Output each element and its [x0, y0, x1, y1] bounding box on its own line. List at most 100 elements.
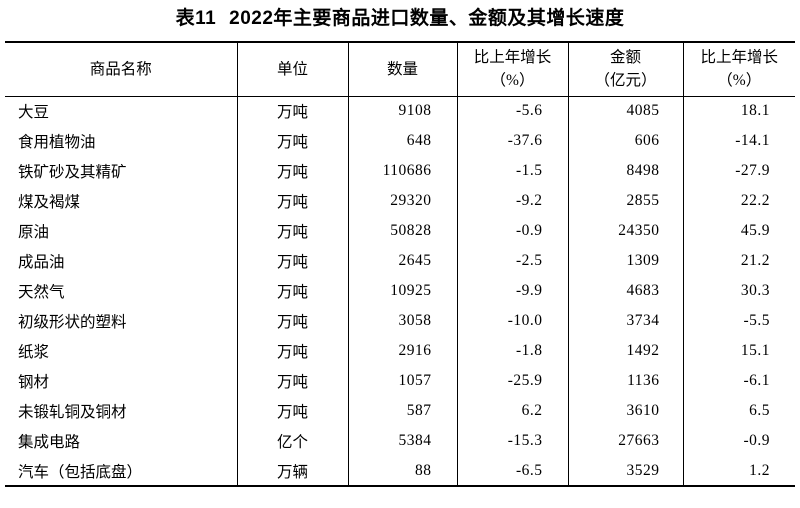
cell-amount: 4683 — [567, 276, 683, 306]
header-quantity-growth: 比上年增长 （%） — [456, 42, 568, 97]
cell-quantity-growth: -1.5 — [456, 156, 568, 186]
table-row: 天然气 万吨 10925 -9.9 4683 30.3 — [5, 276, 795, 306]
cell-amount-growth: 15.1 — [682, 336, 795, 366]
cell-amount: 606 — [567, 126, 683, 156]
cell-quantity-growth: -10.0 — [456, 306, 568, 336]
cell-unit: 万吨 — [236, 366, 348, 396]
header-row: 商品名称 单位 数量 比上年增长 （%） 金额 （亿元） 比上年增长 — [5, 42, 795, 97]
cell-amount: 1136 — [567, 366, 683, 396]
cell-commodity-name: 钢材 — [18, 374, 50, 391]
cell-amount-growth: -14.1 — [682, 126, 795, 156]
cell-quantity: 50828 — [347, 216, 457, 246]
header-line: 商品名称 — [89, 60, 152, 78]
table-row: 初级形状的塑料 万吨 3058 -10.0 3734 -5.5 — [5, 306, 795, 336]
table-row: 集成电路 亿个 5384 -15.3 27663 -0.9 — [5, 426, 795, 456]
cell-quantity: 88 — [347, 456, 457, 486]
table-row: 煤及褐煤 万吨 29320 -9.2 2855 22.2 — [5, 186, 795, 216]
header-line: 数量 — [386, 60, 418, 78]
header-line: （%） — [490, 72, 535, 90]
cell-unit: 万吨 — [236, 186, 348, 216]
cell-quantity-growth: -9.9 — [456, 276, 568, 306]
table-row: 钢材 万吨 1057 -25.9 1136 -6.1 — [5, 366, 795, 396]
table-row: 大豆 万吨 9108 -5.6 4085 18.1 — [5, 96, 795, 126]
cell-amount-growth: -5.5 — [682, 306, 795, 336]
table-body: 大豆 万吨 9108 -5.6 4085 18.1 食用植物油 万吨 648 -… — [5, 96, 795, 486]
header-amount: 金额 （亿元） — [567, 42, 683, 97]
table-title: 表11 2022年主要商品进口数量、金额及其增长速度 — [0, 0, 800, 32]
cell-quantity-growth: -9.2 — [456, 186, 568, 216]
cell-unit: 万吨 — [236, 276, 348, 306]
cell-amount-growth: 21.2 — [682, 246, 795, 276]
cell-quantity: 110686 — [347, 156, 457, 186]
import-commodities-table: 商品名称 单位 数量 比上年增长 （%） 金额 （亿元） 比上年增长 — [5, 41, 795, 487]
cell-amount: 2855 — [567, 186, 683, 216]
cell-commodity-name: 大豆 — [18, 104, 50, 122]
cell-unit: 万吨 — [236, 396, 348, 426]
table-row: 成品油 万吨 2645 -2.5 1309 21.2 — [5, 246, 795, 276]
cell-unit: 万吨 — [236, 126, 348, 156]
cell-amount: 8498 — [567, 156, 683, 186]
cell-quantity-growth: -0.9 — [456, 216, 568, 246]
cell-amount: 3734 — [567, 306, 683, 336]
cell-quantity: 10925 — [347, 276, 457, 306]
header-unit: 单位 — [236, 42, 348, 97]
cell-quantity-growth: -2.5 — [456, 246, 568, 276]
cell-commodity-name: 铁矿砂及其精矿 — [18, 164, 127, 181]
cell-quantity: 5384 — [347, 426, 457, 456]
cell-unit: 万吨 — [236, 246, 348, 276]
cell-unit: 万吨 — [236, 306, 348, 336]
table-number: 表11 — [175, 7, 217, 29]
cell-quantity-growth: -37.6 — [456, 126, 568, 156]
header-commodity-name: 商品名称 — [5, 42, 237, 97]
cell-amount: 3529 — [567, 456, 683, 486]
cell-quantity-growth: -25.9 — [456, 366, 568, 396]
cell-amount: 1309 — [567, 246, 683, 276]
header-line: 比上年增长 — [700, 49, 778, 67]
cell-commodity-name: 成品油 — [18, 254, 65, 271]
cell-commodity-name: 原油 — [18, 224, 50, 241]
cell-amount-growth: -6.1 — [682, 366, 795, 396]
cell-amount-growth: 6.5 — [682, 396, 795, 426]
cell-amount: 4085 — [567, 96, 683, 126]
table-header: 商品名称 单位 数量 比上年增长 （%） 金额 （亿元） 比上年增长 — [5, 42, 795, 97]
header-line: 比上年增长 — [473, 49, 552, 67]
cell-unit: 万吨 — [236, 216, 348, 246]
cell-quantity-growth: -5.6 — [456, 96, 568, 126]
cell-quantity: 9108 — [347, 96, 457, 126]
cell-amount-growth: 18.1 — [682, 96, 795, 126]
header-line: 金额 — [609, 49, 641, 67]
cell-unit: 万辆 — [236, 456, 348, 486]
cell-commodity-name: 集成电路 — [18, 434, 81, 451]
cell-unit: 万吨 — [236, 96, 348, 126]
table-row: 铁矿砂及其精矿 万吨 110686 -1.5 8498 -27.9 — [5, 156, 795, 186]
cell-amount: 27663 — [567, 426, 683, 456]
cell-amount: 1492 — [567, 336, 683, 366]
table-row: 原油 万吨 50828 -0.9 24350 45.9 — [5, 216, 795, 246]
cell-quantity-growth: -6.5 — [456, 456, 568, 486]
cell-amount-growth: 22.2 — [682, 186, 795, 216]
header-line: 单位 — [276, 60, 308, 78]
cell-commodity-name: 食用植物油 — [18, 134, 96, 151]
cell-commodity-name: 未锻轧铜及铜材 — [18, 404, 127, 421]
cell-quantity-growth: -1.8 — [456, 336, 568, 366]
cell-commodity-name: 煤及褐煤 — [18, 194, 81, 211]
cell-quantity: 587 — [347, 396, 457, 426]
header-line: （亿元） — [594, 72, 657, 90]
cell-commodity-name: 纸浆 — [18, 344, 50, 361]
cell-commodity-name: 汽车（包括底盘） — [18, 463, 143, 481]
cell-quantity-growth: 6.2 — [456, 396, 568, 426]
cell-unit: 万吨 — [236, 156, 348, 186]
cell-quantity: 3058 — [347, 306, 457, 336]
cell-quantity: 29320 — [347, 186, 457, 216]
cell-amount: 3610 — [567, 396, 683, 426]
cell-quantity-growth: -15.3 — [456, 426, 568, 456]
cell-amount-growth: 1.2 — [682, 456, 795, 486]
cell-unit: 万吨 — [236, 336, 348, 366]
cell-amount-growth: 30.3 — [682, 276, 795, 306]
cell-quantity: 1057 — [347, 366, 457, 396]
header-amount-growth: 比上年增长 （%） — [682, 42, 795, 97]
table-row: 纸浆 万吨 2916 -1.8 1492 15.1 — [5, 336, 795, 366]
header-line: （%） — [717, 72, 762, 90]
cell-quantity: 648 — [347, 126, 457, 156]
